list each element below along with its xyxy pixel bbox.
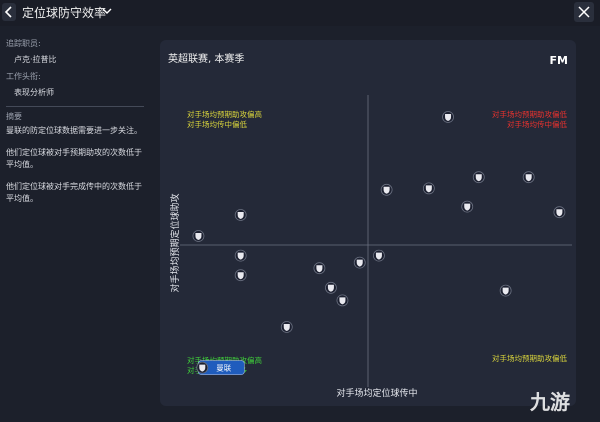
fm-logo: FM — [550, 54, 568, 67]
sidebar: 追踪职员: 卢克·拉普比 工作头衔: 表现分析师 摘要 曼联的防定位球数据需要进… — [0, 34, 150, 205]
page-title: 定位球防守效率 — [22, 6, 107, 20]
badge-crest — [383, 186, 390, 194]
chart-title: 英超联赛, 本赛季 — [168, 52, 244, 65]
badge-crest — [283, 324, 290, 331]
badge-crest — [237, 252, 244, 260]
header-icons — [2, 2, 594, 22]
quadrant-label: 对手场均传中偏低 — [187, 119, 247, 129]
badge-crest — [356, 259, 363, 267]
staff-name: 卢克·拉普比 — [14, 55, 57, 64]
staff-label: 追踪职员: — [6, 39, 41, 48]
badge-crest — [525, 174, 532, 182]
badge-crest — [199, 364, 206, 372]
job-title: 表现分析师 — [14, 88, 54, 97]
quadrant-label: 对手场均传中偏低 — [507, 119, 567, 129]
back-arrow — [4, 6, 12, 18]
point-label: 曼联 — [216, 364, 231, 373]
watermark: 九游 — [530, 390, 570, 414]
close-icon — [578, 6, 590, 18]
badge-crest — [475, 174, 482, 182]
badge-crest — [195, 233, 202, 240]
quadrant-label: 对手场均预期助攻偏高 — [187, 109, 262, 119]
divider — [6, 106, 144, 107]
quadrant-label: 对手场均预期助攻偏高 — [187, 355, 262, 365]
badge-crest — [237, 212, 244, 219]
badge-crest — [502, 287, 509, 295]
badge-crest — [556, 209, 563, 217]
dropdown-chevron[interactable] — [102, 8, 112, 14]
chart-panel: 英超联赛, 本赛季 FM 对手场均定位球传中 对手场均预期定位球助攻 对手场均预… — [160, 40, 576, 406]
badge-crest — [339, 297, 346, 305]
badge-crest — [237, 272, 244, 280]
back-button[interactable] — [2, 3, 16, 21]
quadrant-label: 对手场均预期助攻偏低 — [492, 353, 567, 363]
summary-text: 曼联的防定位球数据需要进一步关注。 — [6, 126, 142, 135]
summary-text: 他们定位球被对手预期助攻的次数低于平均值。 — [6, 148, 142, 169]
badge-crest — [425, 185, 432, 193]
header-bar: 定位球防守效率 — [0, 0, 600, 26]
y-axis-label: 对手场均预期定位球助攻 — [169, 193, 181, 292]
quadrant-label: 对手场均预期助攻偏低 — [492, 109, 567, 119]
x-axis-label: 对手场均定位球传中 — [336, 387, 417, 399]
summary-label: 摘要 — [6, 112, 22, 121]
badge-crest — [445, 114, 452, 121]
badge-crest — [316, 265, 323, 273]
summary-text: 他们定位球被对手完成传中的次数低于平均值。 — [6, 182, 142, 203]
badge-crest — [464, 203, 471, 211]
badge-crest — [375, 252, 382, 260]
job-label: 工作头衔: — [6, 72, 41, 81]
badge-crest — [327, 284, 334, 292]
